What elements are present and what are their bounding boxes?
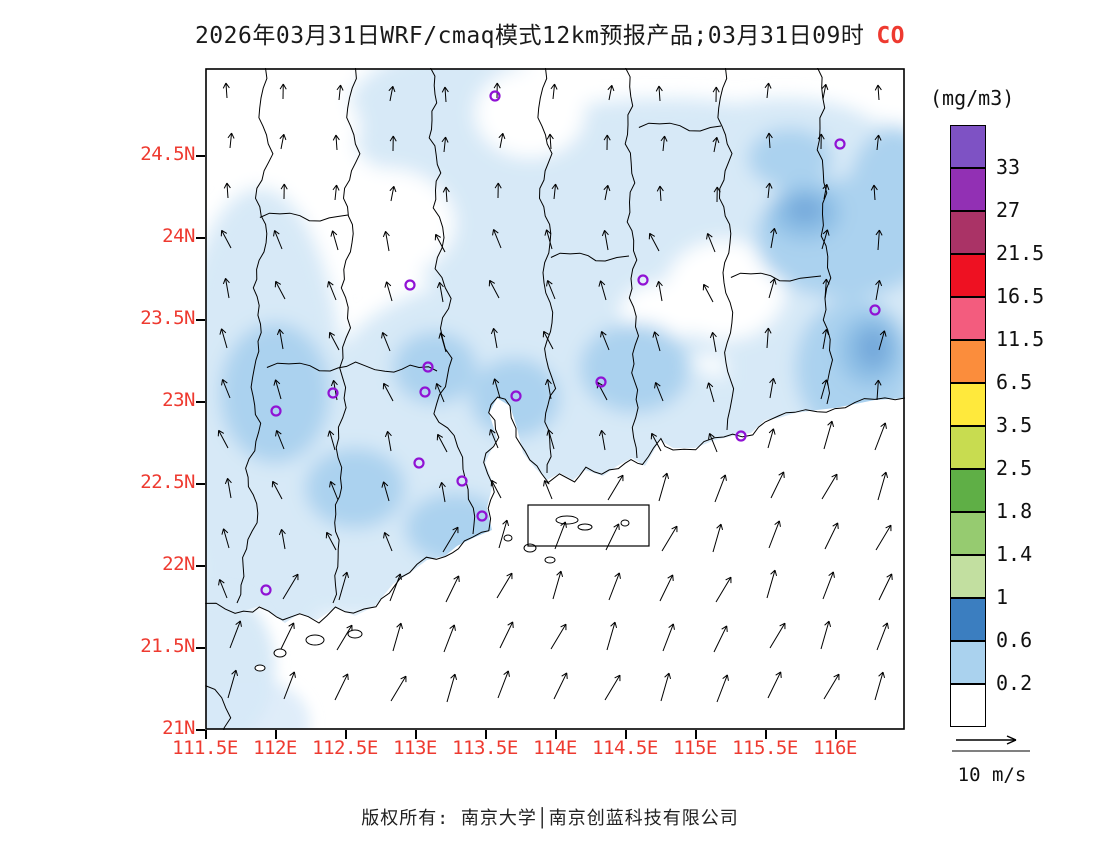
- colorbar-level-label: 2.5: [996, 456, 1033, 480]
- colorbar-level-label: 16.5: [996, 284, 1045, 308]
- lon-tick-label: 112E: [253, 737, 297, 759]
- lon-tick-label: 111.5E: [172, 737, 238, 759]
- lat-tick: [196, 647, 205, 649]
- map-canvas: [205, 67, 906, 799]
- lon-tick: [695, 730, 697, 739]
- wind-scale-legend: 10 m/s: [944, 732, 1040, 786]
- map-frame-border: [205, 68, 905, 730]
- lon-tick: [835, 730, 837, 739]
- station-marker: [510, 390, 522, 402]
- colorbar-level-label: 0.2: [996, 671, 1033, 695]
- lon-tick-label: 113.5E: [452, 737, 518, 759]
- station-marker: [476, 510, 488, 522]
- station-marker: [404, 279, 416, 291]
- colorbar-level-label: 1: [996, 585, 1009, 609]
- copyright-footer: 版权所有: 南京大学│南京创蓝科技有限公司: [361, 808, 739, 829]
- lon-tick: [345, 730, 347, 739]
- station-marker: [456, 475, 468, 487]
- fill-layers: [206, 69, 904, 729]
- colorbar-box: [950, 512, 986, 555]
- lat-tick: [196, 319, 205, 321]
- station-marker: [419, 386, 431, 398]
- lon-tick-label: 114.5E: [592, 737, 658, 759]
- page-title: 2026年03月31日WRF/cmaq模式12km预报产品;03月31日09时 C…: [0, 16, 1100, 50]
- colorbar-box: [950, 598, 986, 641]
- station-marker: [735, 430, 747, 442]
- colorbar-level-label: 11.5: [996, 327, 1045, 351]
- colorbar-box: [950, 340, 986, 383]
- colorbar-level-label: 27: [996, 198, 1021, 222]
- colorbar-box: [950, 254, 986, 297]
- colorbar-level-label: 21.5: [996, 241, 1045, 265]
- colorbar-box: [950, 383, 986, 426]
- lon-tick-label: 115.5E: [732, 737, 798, 759]
- lat-tick: [196, 155, 205, 157]
- lon-tick: [415, 730, 417, 739]
- lat-tick-label: 23N: [162, 389, 195, 411]
- inset-box: [527, 504, 650, 547]
- colorbar-box: [950, 168, 986, 211]
- wind-arrows: [217, 82, 893, 703]
- lon-tick-label: 116E: [813, 737, 857, 759]
- colorbar-level-label: 1.8: [996, 499, 1033, 523]
- lon-tick: [485, 730, 487, 739]
- colorbar: 33 27 21.5 16.5 11.5 6.5 3.5 2.5 1.8 1.4 1 0.6 0.2: [950, 125, 1080, 729]
- station-marker: [834, 138, 846, 150]
- station-marker: [270, 405, 282, 417]
- lat-tick-label: 24N: [162, 225, 195, 247]
- lat-tick-label: 22N: [162, 553, 195, 575]
- coastlines-and-borders: [205, 67, 906, 799]
- colorbar-box: [950, 297, 986, 340]
- colorbar-level-label: 1.4: [996, 542, 1033, 566]
- station-marker: [422, 361, 434, 373]
- lat-tick-label: 21.5N: [140, 635, 195, 657]
- species-label: CO: [876, 23, 906, 49]
- colorbar-box: [950, 684, 986, 727]
- colorbar-level-label: 0.6: [996, 628, 1033, 652]
- lon-tick-label: 113E: [393, 737, 437, 759]
- wind-scale-label: 10 m/s: [957, 764, 1027, 786]
- colorbar-box: [950, 125, 986, 168]
- station-marker: [413, 457, 425, 469]
- lat-tick: [196, 401, 205, 403]
- lon-tick-label: 115E: [673, 737, 717, 759]
- lat-tick-label: 24.5N: [140, 143, 195, 165]
- colorbar-box: [950, 469, 986, 512]
- colorbar-unit: (mg/m3): [930, 86, 1015, 110]
- lon-tick: [555, 730, 557, 739]
- station-marker: [489, 90, 501, 102]
- station-marker: [595, 376, 607, 388]
- colorbar-box: [950, 641, 986, 684]
- colorbar-box: [950, 555, 986, 598]
- lon-tick: [765, 730, 767, 739]
- wind-scale-arrow-icon: [952, 735, 1030, 752]
- colorbar-box: [950, 211, 986, 254]
- lat-tick-label: 23.5N: [140, 307, 195, 329]
- station-marker: [260, 584, 272, 596]
- station-marker: [869, 304, 881, 316]
- lon-tick: [625, 730, 627, 739]
- lat-tick-label: 21N: [162, 717, 195, 739]
- lon-tick: [205, 730, 207, 739]
- colorbar-level-label: 3.5: [996, 413, 1033, 437]
- colorbar-level-label: 33: [996, 155, 1021, 179]
- lat-tick: [196, 483, 205, 485]
- lat-tick: [196, 729, 205, 731]
- lon-tick: [275, 730, 277, 739]
- lat-tick: [196, 565, 205, 567]
- lon-tick-label: 112.5E: [312, 737, 378, 759]
- colorbar-box: [950, 426, 986, 469]
- colorbar-level-label: 6.5: [996, 370, 1033, 394]
- station-marker: [327, 387, 339, 399]
- forecast-map: [205, 67, 906, 799]
- station-marker: [637, 274, 649, 286]
- station-markers: [260, 90, 881, 596]
- lat-tick: [196, 237, 205, 239]
- lat-tick-label: 22.5N: [140, 471, 195, 493]
- lon-tick-label: 114E: [533, 737, 577, 759]
- title-text: 2026年03月31日WRF/cmaq模式12km预报产品;03月31日09时: [194, 23, 865, 49]
